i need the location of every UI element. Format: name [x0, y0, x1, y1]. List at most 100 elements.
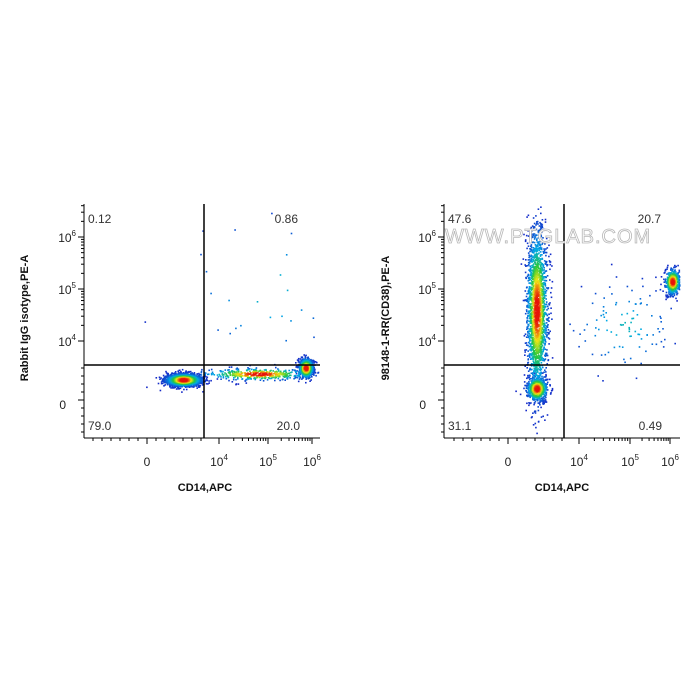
event-dot — [619, 323, 622, 326]
event-dot — [543, 388, 545, 391]
event-dot — [543, 281, 545, 284]
event-dot — [228, 372, 230, 374]
quadrant-upper-right: 0.86 — [275, 212, 299, 226]
event-dot — [309, 370, 311, 373]
event-dot — [668, 293, 671, 296]
event-dot — [676, 300, 678, 302]
event-dot — [254, 378, 257, 381]
event-dot — [229, 372, 231, 375]
event-dot — [228, 370, 231, 373]
event-dot — [270, 377, 273, 380]
event-dot — [640, 362, 642, 365]
event-dot — [248, 376, 251, 379]
event-dot — [539, 248, 541, 250]
event-dot — [235, 378, 237, 381]
event-dot — [537, 368, 539, 370]
event-dot — [548, 244, 550, 247]
event-dot — [165, 370, 167, 373]
event-dot — [213, 374, 216, 376]
event-dot — [530, 335, 532, 337]
event-dot — [527, 390, 530, 392]
x-tick-label-0: 0 — [144, 455, 151, 469]
event-dot — [537, 248, 539, 251]
quadrant-upper-left: 0.12 — [88, 212, 112, 226]
event-dot — [545, 318, 548, 320]
event-dot — [539, 222, 542, 225]
event-dot — [580, 285, 583, 288]
event-dot — [526, 355, 529, 357]
event-dot — [542, 359, 544, 362]
event-dot — [533, 397, 536, 399]
event-dot — [173, 387, 175, 389]
event-dot — [541, 344, 544, 346]
event-dot — [529, 305, 531, 307]
event-dot — [547, 378, 549, 381]
event-dot — [299, 361, 301, 363]
event-dot — [529, 317, 531, 320]
event-dot — [602, 380, 604, 382]
event-dot — [630, 335, 632, 337]
event-dot — [541, 243, 543, 246]
event-dot — [546, 319, 548, 321]
x-axis-label: CD14,APC — [535, 482, 589, 494]
event-dot — [526, 334, 529, 336]
event-dot — [528, 300, 530, 303]
event-dot — [253, 371, 256, 374]
event-dot — [275, 372, 278, 374]
event-dot — [541, 397, 543, 399]
event-dot — [210, 373, 213, 376]
event-dot — [526, 275, 529, 278]
event-dot — [231, 381, 234, 383]
event-dot — [166, 379, 168, 382]
event-dot — [249, 373, 251, 375]
event-dot — [523, 374, 526, 376]
event-dot — [277, 370, 280, 372]
event-dot — [529, 339, 531, 342]
event-dot — [672, 292, 674, 295]
event-dot — [540, 371, 542, 374]
event-dot — [551, 280, 554, 283]
event-dot — [535, 426, 537, 429]
event-dot — [236, 369, 239, 371]
event-dot — [530, 234, 532, 237]
event-dot — [670, 307, 672, 310]
event-dot — [525, 309, 528, 311]
event-dot — [534, 400, 537, 403]
event-dot — [524, 351, 526, 353]
event-dot — [530, 365, 533, 367]
event-dot — [665, 298, 667, 301]
event-dot — [543, 346, 545, 349]
event-dot — [208, 382, 210, 384]
event-dot — [534, 259, 537, 262]
event-dot — [182, 379, 184, 382]
event-dot — [208, 380, 210, 382]
event-dot — [540, 227, 542, 230]
event-dot — [667, 286, 669, 288]
event-dot — [543, 228, 545, 231]
event-dot — [535, 365, 537, 367]
event-dot — [256, 374, 258, 377]
event-dot — [313, 336, 315, 339]
event-dot — [525, 387, 528, 389]
event-dot — [532, 249, 535, 251]
event-dot — [279, 370, 282, 373]
event-dot — [551, 265, 553, 267]
event-dot — [539, 254, 542, 256]
event-dot — [543, 311, 546, 314]
event-dot — [539, 236, 541, 238]
event-dot — [536, 369, 539, 372]
event-dot — [296, 359, 299, 361]
event-dot — [527, 384, 530, 386]
event-dot — [290, 232, 293, 235]
event-dot — [259, 374, 262, 376]
event-dot — [544, 251, 547, 254]
event-dot — [674, 266, 676, 269]
event-dot — [527, 385, 530, 387]
event-dot — [631, 289, 633, 292]
event-dot — [541, 242, 544, 244]
event-dot — [526, 402, 528, 405]
event-dot — [205, 377, 208, 380]
event-dot — [542, 396, 545, 399]
event-dot — [282, 374, 284, 376]
event-dot — [544, 292, 547, 294]
